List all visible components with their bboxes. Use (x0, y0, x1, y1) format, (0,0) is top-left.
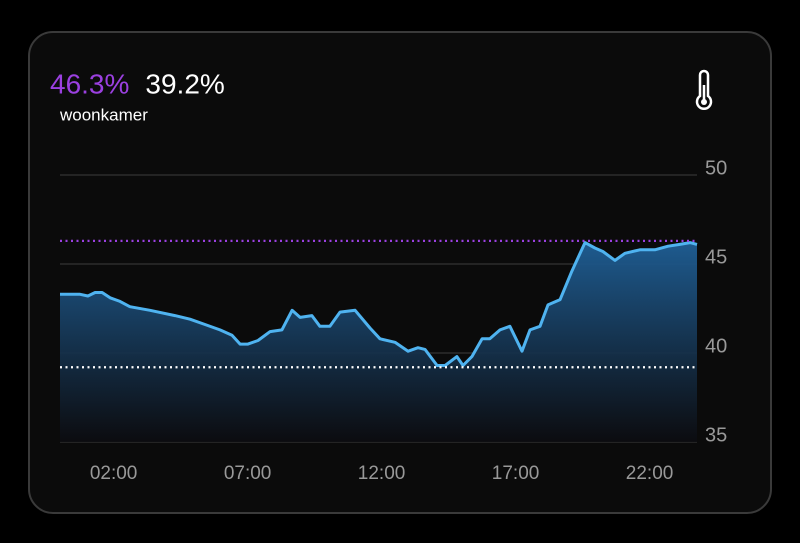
x-tick-label: 12:00 (358, 463, 406, 484)
min-value: 39.2% (145, 68, 224, 99)
y-tick-label: 40 (705, 335, 727, 357)
thermometer-icon (695, 69, 713, 110)
x-tick-label: 02:00 (90, 463, 138, 484)
area-fill (60, 242, 697, 442)
x-tick-label: 07:00 (224, 463, 272, 484)
y-tick-label: 45 (705, 246, 727, 268)
line (60, 241, 698, 367)
y-tick-label: 35 (705, 424, 727, 446)
sensor-name: woonkamer (59, 105, 148, 124)
x-tick-label: 17:00 (492, 463, 540, 484)
y-tick-label: 50 (705, 157, 727, 179)
max-value: 46.3% (50, 68, 129, 99)
x-tick-label: 22:00 (626, 463, 674, 484)
